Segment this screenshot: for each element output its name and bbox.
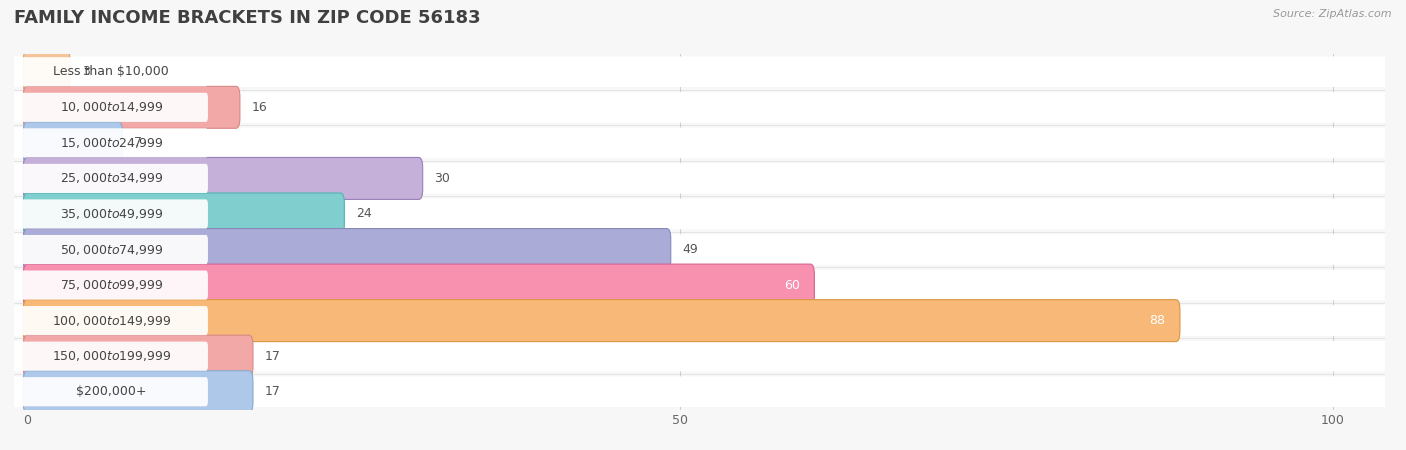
FancyBboxPatch shape <box>14 93 208 122</box>
FancyBboxPatch shape <box>14 128 208 158</box>
Text: 7: 7 <box>134 136 142 149</box>
Text: FAMILY INCOME BRACKETS IN ZIP CODE 56183: FAMILY INCOME BRACKETS IN ZIP CODE 56183 <box>14 9 481 27</box>
Text: $35,000 to $49,999: $35,000 to $49,999 <box>59 207 163 221</box>
Text: $25,000 to $34,999: $25,000 to $34,999 <box>59 171 163 185</box>
FancyBboxPatch shape <box>14 377 208 406</box>
Text: $15,000 to $24,999: $15,000 to $24,999 <box>59 136 163 150</box>
FancyBboxPatch shape <box>14 164 208 193</box>
Text: 17: 17 <box>264 385 281 398</box>
FancyBboxPatch shape <box>14 57 208 86</box>
FancyBboxPatch shape <box>24 335 253 377</box>
FancyBboxPatch shape <box>24 371 253 413</box>
FancyBboxPatch shape <box>14 234 1385 265</box>
Text: 88: 88 <box>1150 314 1166 327</box>
Text: 49: 49 <box>682 243 699 256</box>
FancyBboxPatch shape <box>24 122 122 164</box>
FancyBboxPatch shape <box>24 51 70 93</box>
Text: $150,000 to $199,999: $150,000 to $199,999 <box>52 349 172 363</box>
FancyBboxPatch shape <box>14 306 208 335</box>
FancyBboxPatch shape <box>14 342 208 371</box>
Text: $10,000 to $14,999: $10,000 to $14,999 <box>59 100 163 114</box>
Text: $200,000+: $200,000+ <box>76 385 146 398</box>
FancyBboxPatch shape <box>14 199 1385 229</box>
FancyBboxPatch shape <box>14 199 208 229</box>
Text: 30: 30 <box>434 172 450 185</box>
Text: $75,000 to $99,999: $75,000 to $99,999 <box>59 278 163 292</box>
FancyBboxPatch shape <box>14 306 1385 336</box>
Text: $100,000 to $149,999: $100,000 to $149,999 <box>52 314 172 328</box>
Text: 60: 60 <box>785 279 800 292</box>
FancyBboxPatch shape <box>14 57 1385 87</box>
Text: 24: 24 <box>356 207 371 220</box>
FancyBboxPatch shape <box>14 163 1385 194</box>
FancyBboxPatch shape <box>24 193 344 235</box>
FancyBboxPatch shape <box>24 158 423 199</box>
Text: 16: 16 <box>252 101 267 114</box>
FancyBboxPatch shape <box>14 341 1385 371</box>
FancyBboxPatch shape <box>14 377 1385 407</box>
FancyBboxPatch shape <box>14 270 1385 300</box>
FancyBboxPatch shape <box>14 128 1385 158</box>
FancyBboxPatch shape <box>24 86 240 128</box>
Text: Source: ZipAtlas.com: Source: ZipAtlas.com <box>1274 9 1392 19</box>
FancyBboxPatch shape <box>14 235 208 264</box>
FancyBboxPatch shape <box>14 270 208 300</box>
FancyBboxPatch shape <box>24 229 671 270</box>
FancyBboxPatch shape <box>24 300 1180 342</box>
Text: Less than $10,000: Less than $10,000 <box>53 65 169 78</box>
FancyBboxPatch shape <box>24 264 814 306</box>
Text: $50,000 to $74,999: $50,000 to $74,999 <box>59 243 163 256</box>
Text: 3: 3 <box>82 65 90 78</box>
Text: 17: 17 <box>264 350 281 363</box>
FancyBboxPatch shape <box>14 92 1385 122</box>
